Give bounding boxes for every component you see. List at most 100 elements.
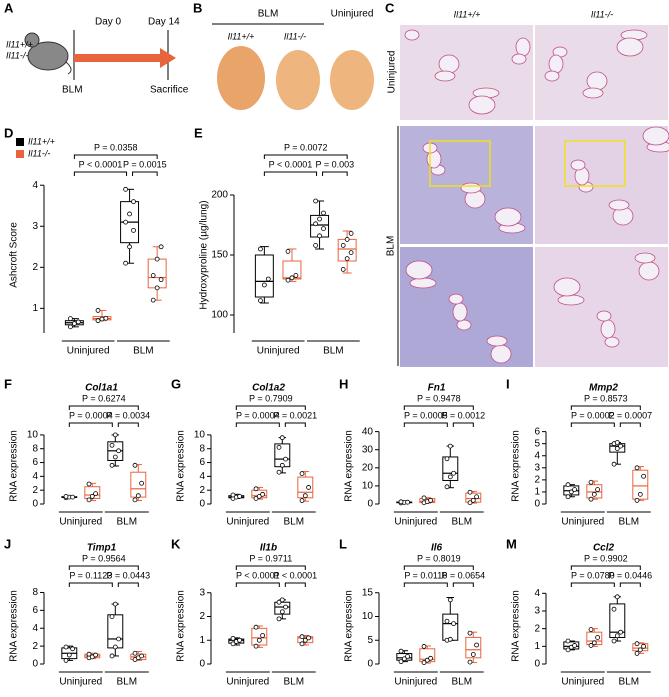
y-tick-label: 0 (534, 659, 540, 670)
data-point (230, 635, 236, 641)
data-point (95, 308, 101, 313)
y-tick-label: 8 (32, 443, 38, 454)
data-point (131, 227, 136, 233)
data-point (299, 498, 305, 503)
data-point (321, 210, 326, 216)
chart-title: Ccl2 (593, 543, 615, 554)
data-point (306, 635, 311, 641)
data-point (444, 484, 450, 490)
comparison-label: P = 0.0443 (106, 570, 150, 580)
comparison-bracket (452, 582, 474, 587)
data-point (634, 497, 640, 503)
data-point (313, 198, 319, 204)
data-point (398, 659, 404, 665)
group-label: Uninjured (59, 677, 102, 688)
data-point (401, 656, 407, 662)
data-point (86, 481, 92, 487)
data-point (154, 256, 160, 262)
data-point (116, 448, 121, 454)
data-point (568, 489, 574, 495)
comparison-bracket (235, 565, 306, 570)
box (442, 613, 459, 641)
data-point (565, 482, 571, 488)
data-point (634, 465, 640, 471)
data-point (109, 653, 115, 659)
y-tick-label: 1 (32, 303, 38, 314)
y-tick-label: 5 (367, 635, 373, 646)
mouse-body (27, 41, 69, 71)
y-tick-label: 1 (199, 635, 205, 646)
histology-image (400, 25, 533, 120)
mouse-tail (65, 61, 72, 75)
box (107, 614, 124, 649)
data-point (591, 640, 597, 646)
data-point (256, 493, 262, 499)
panel-letter: L (339, 536, 347, 551)
y-tick-label: 10 (362, 611, 374, 622)
panel-letter: J (4, 536, 11, 551)
data-point (253, 486, 259, 492)
data-point (340, 242, 346, 248)
zoom-box (564, 140, 626, 187)
group-label: BLM (452, 517, 473, 528)
data-point (258, 298, 263, 304)
legend-swatch (16, 138, 24, 146)
data-point (63, 644, 69, 650)
data-point (279, 597, 285, 603)
y-tick-label: 1 (534, 641, 540, 652)
airspace (582, 87, 604, 99)
data-point (230, 492, 236, 498)
data-point (447, 474, 453, 480)
airspace (434, 70, 456, 82)
data-point (451, 470, 456, 476)
data-point (467, 489, 473, 495)
data-point (112, 644, 118, 650)
data-point (127, 244, 132, 250)
comparison-label: P = 0.8573 (584, 393, 628, 403)
group-label: BLM (258, 9, 279, 20)
data-point (285, 248, 291, 254)
data-point (63, 658, 69, 663)
y-tick-label: 3 (534, 606, 540, 617)
genotype-label: Il11+/+ (228, 31, 255, 41)
comparison-label: P < 0.0001 (79, 159, 123, 169)
data-point (86, 497, 92, 503)
comparison-label: P = 0.0004 (236, 410, 280, 420)
y-tick-label: 0 (367, 659, 373, 670)
panel-letter: I (506, 376, 510, 391)
y-tick-label: 8 (199, 443, 205, 454)
y-tick-label: 10 (362, 481, 374, 492)
y-axis-label: RNA expression (511, 590, 522, 662)
data-point (565, 647, 571, 653)
data-point (93, 652, 98, 658)
y-tick-label: 2 (32, 485, 38, 496)
airspace (596, 310, 612, 322)
comparison-label: P = 0.0021 (273, 410, 317, 420)
group-label: Uninjured (394, 517, 437, 528)
data-point (595, 635, 600, 640)
data-point (641, 643, 646, 649)
y-tick-label: 3 (534, 462, 540, 473)
y-tick-label: 150 (211, 250, 228, 261)
y-tick-label: 3 (199, 587, 205, 598)
data-point (276, 469, 282, 475)
genotype-label: Il11-/- (284, 31, 306, 41)
y-tick-label: 0 (199, 499, 205, 510)
data-point (470, 652, 476, 657)
airspace (409, 277, 437, 289)
data-point (261, 282, 267, 288)
data-point (70, 646, 75, 652)
y-tick-label: 2 (199, 611, 205, 622)
data-point (405, 654, 410, 659)
data-point (618, 443, 623, 449)
timepoint-label: Day 0 (95, 17, 122, 28)
panel-letter: E (194, 125, 203, 140)
data-point (451, 621, 456, 627)
data-point (66, 652, 72, 658)
data-point (283, 604, 288, 610)
data-point (591, 491, 597, 497)
data-point (565, 494, 571, 500)
data-point (634, 641, 640, 647)
data-point (139, 653, 144, 659)
chart-title: Col1a2 (252, 383, 285, 394)
